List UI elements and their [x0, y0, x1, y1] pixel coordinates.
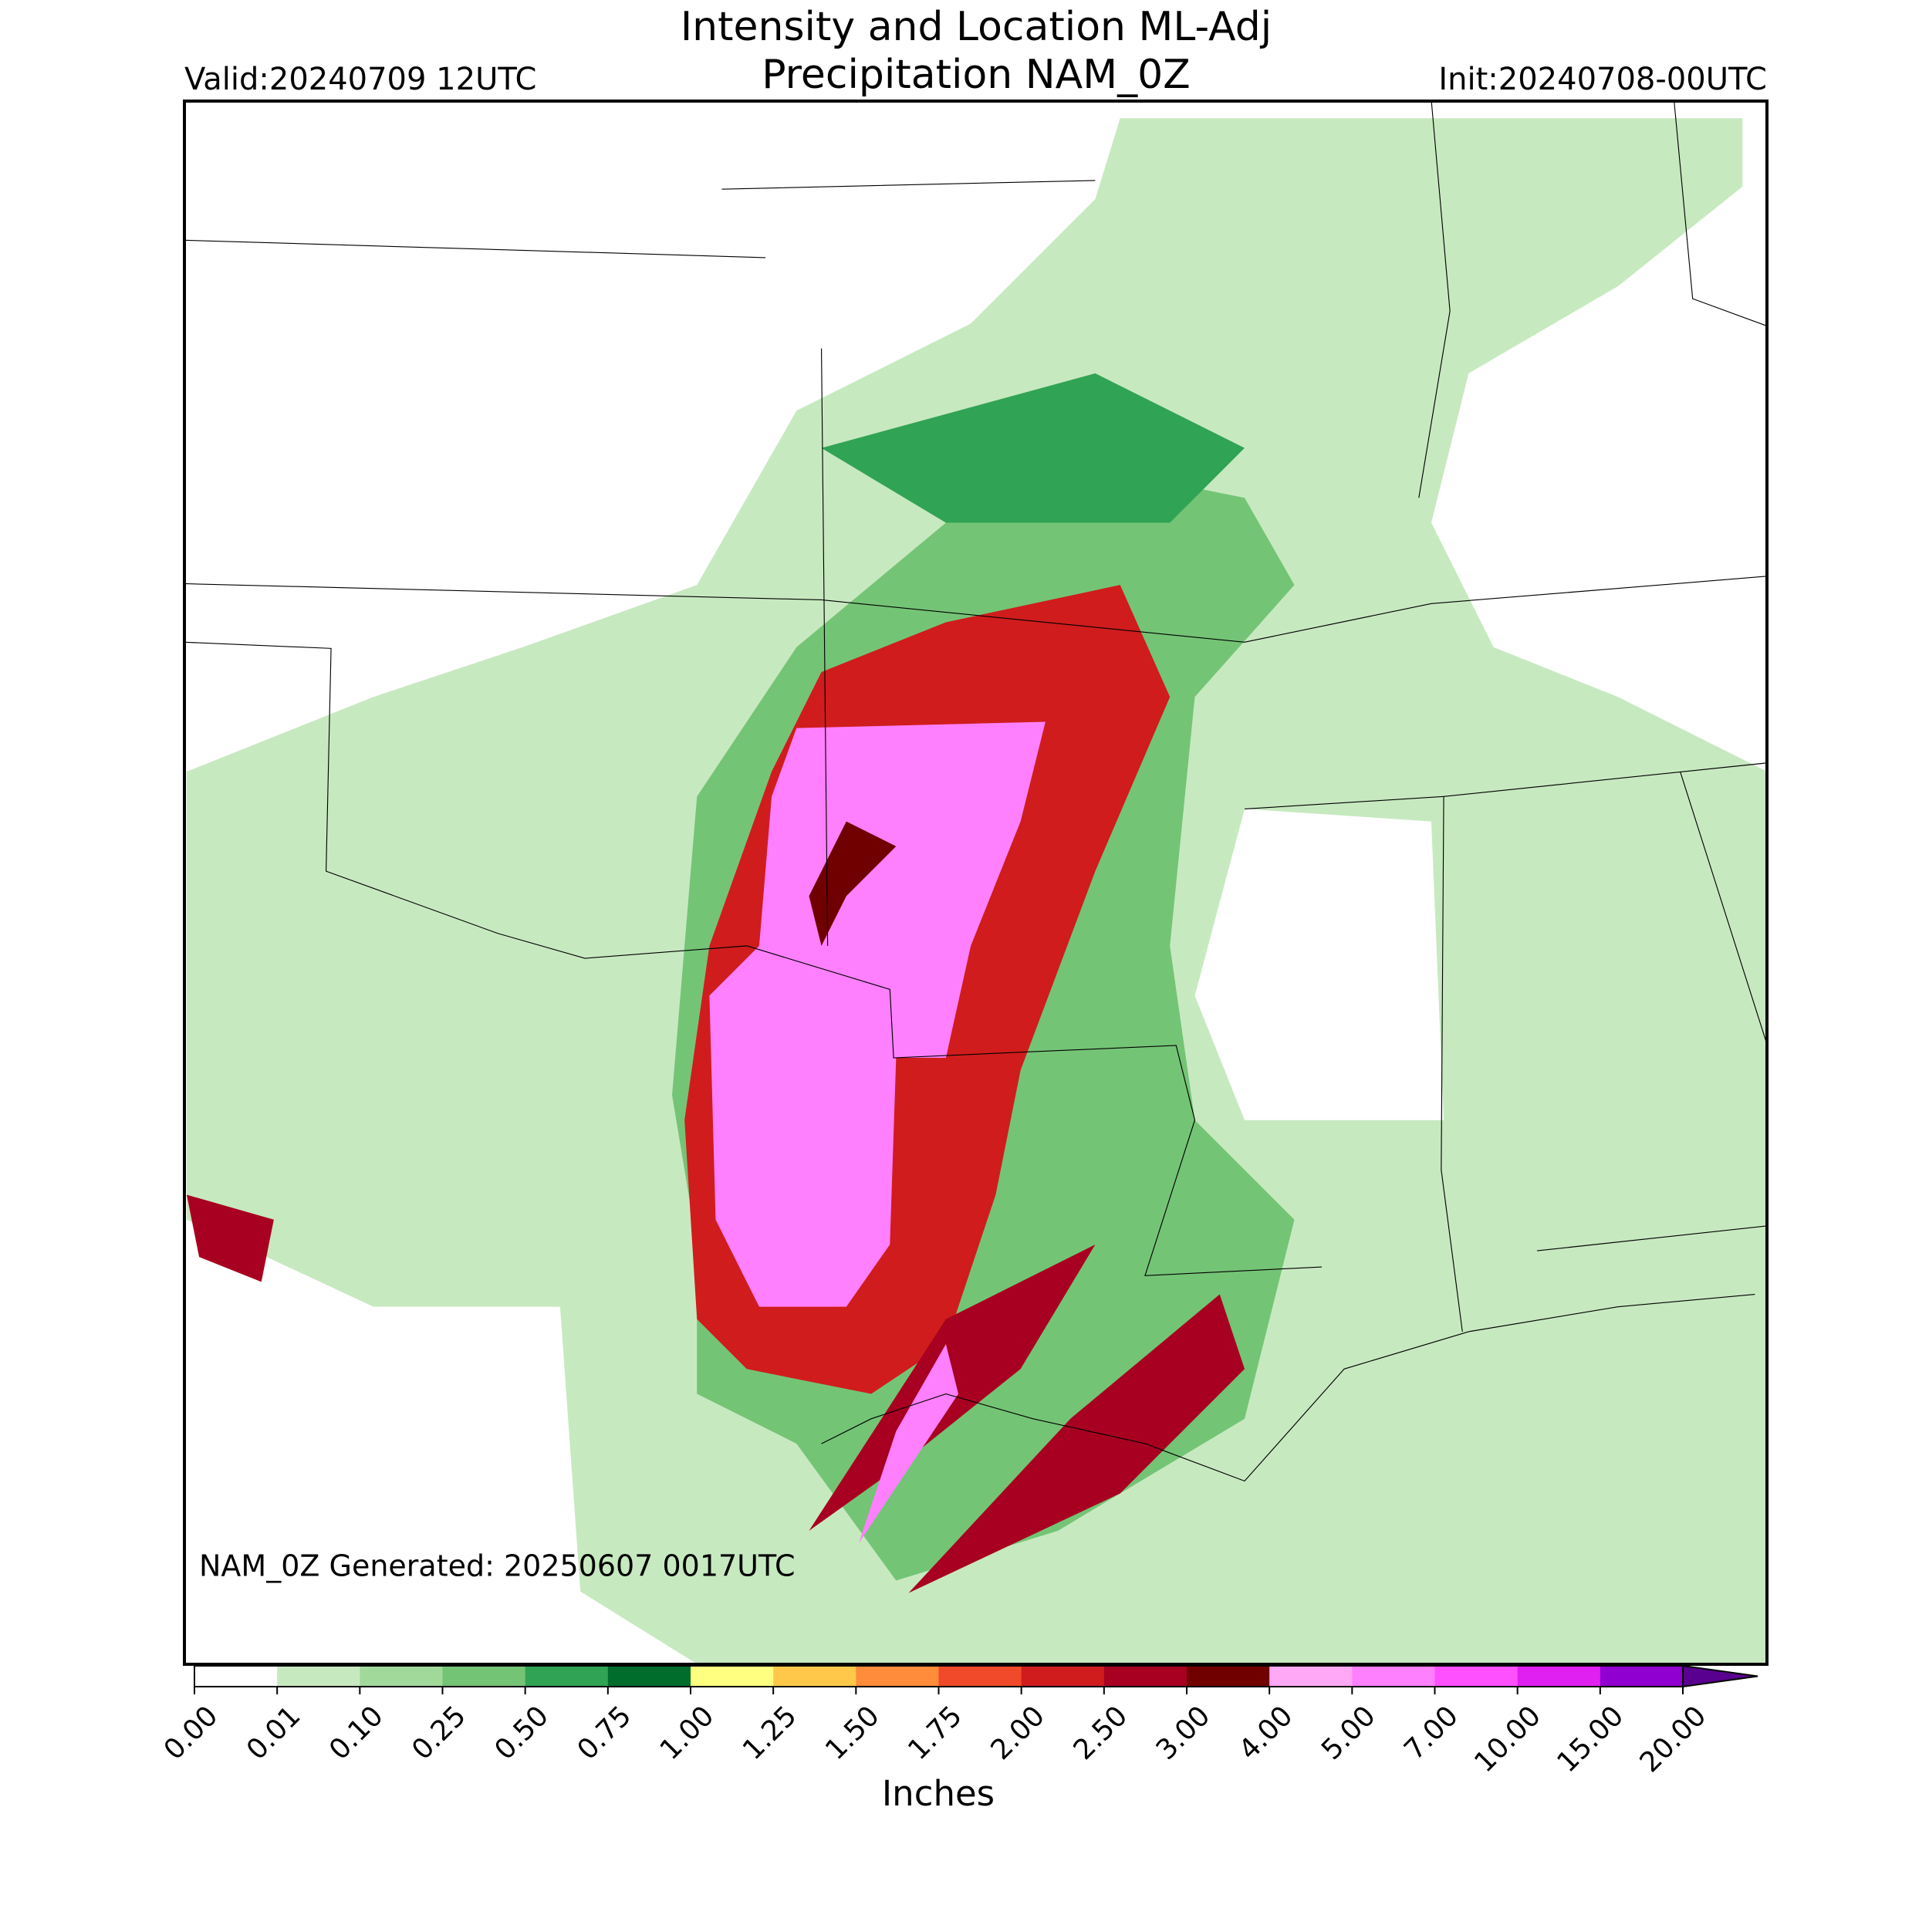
- colorbar-segment: [1269, 1666, 1353, 1687]
- colorbar-tick-label: 0.75: [572, 1700, 638, 1766]
- colorbar-segment: [856, 1666, 939, 1687]
- colorbar-tick-label: 0.10: [323, 1700, 390, 1766]
- colorbar-segment: [1352, 1666, 1435, 1687]
- colorbar-tick-label: 5.00: [1316, 1700, 1382, 1766]
- generated-annotation: NAM_0Z Generated: 20250607 0017UTC: [199, 1549, 796, 1583]
- colorbar-segment: [1434, 1666, 1519, 1687]
- colorbar-tick-label: 1.00: [654, 1700, 721, 1766]
- colorbar-tick-label: 10.00: [1468, 1700, 1547, 1778]
- colorbar-tick-label: 20.00: [1634, 1700, 1713, 1778]
- colorbar-segment: [691, 1666, 774, 1687]
- colorbar-tick-label: 2.50: [1068, 1700, 1134, 1766]
- colorbar-tick-label: 0.01: [241, 1700, 307, 1766]
- init-time: Init:20240708-00UTC: [1438, 62, 1767, 97]
- colorbar-tick-label: 0.00: [158, 1700, 225, 1766]
- colorbar-label: Inches: [882, 1773, 995, 1814]
- colorbar-tick-label: 7.00: [1398, 1700, 1464, 1766]
- colorbar-segment: [360, 1666, 443, 1687]
- map: NAM_0Z Generated: 20250607 0017UTC: [183, 100, 1769, 1666]
- colorbar-segment: [1021, 1666, 1105, 1687]
- colorbar-tick-label: 3.00: [1150, 1700, 1217, 1766]
- colorbar-segment: [938, 1666, 1022, 1687]
- colorbar-tick-label: 15.00: [1551, 1700, 1630, 1778]
- valid-time: Valid:20240709 12UTC: [184, 62, 536, 97]
- colorbar-segment: [1517, 1666, 1601, 1687]
- state-borders: [184, 100, 1768, 1482]
- title-line-2: Precipitation NAM_0Z: [762, 52, 1191, 98]
- colorbar-tick-label: 1.50: [819, 1700, 886, 1766]
- colorbar-segment: [1103, 1666, 1187, 1687]
- colorbar-tick-label: 1.75: [902, 1700, 968, 1766]
- colorbar-extend: [1682, 1664, 1758, 1688]
- colorbar-segment: [1187, 1666, 1270, 1687]
- colorbar-tick-label: 4.00: [1233, 1700, 1299, 1766]
- colorbar-segment: [442, 1666, 526, 1687]
- colorbar-segment: [194, 1666, 278, 1687]
- colorbar-segment: [1600, 1666, 1684, 1687]
- colorbar-tick-label: 2.00: [985, 1700, 1051, 1766]
- colorbar-tick-label: 0.25: [406, 1700, 472, 1766]
- title-line-1: Intensity and Location ML-Adj: [681, 4, 1272, 50]
- colorbar-segment: [607, 1666, 691, 1687]
- colorbar-tick-label: 0.50: [488, 1700, 555, 1766]
- colorbar-segment: [773, 1666, 856, 1687]
- colorbar-tick-label: 1.25: [737, 1700, 803, 1766]
- map-frame: [183, 100, 1769, 1666]
- colorbar-segment: [277, 1666, 360, 1687]
- colorbar: 0.00 0.01 0.10 0.25 0.50 0.75 1.00 1.25 1.50 1.75…: [158, 1664, 1758, 1778]
- colorbar-segment: [525, 1666, 609, 1687]
- precip-field: [184, 100, 1768, 1664]
